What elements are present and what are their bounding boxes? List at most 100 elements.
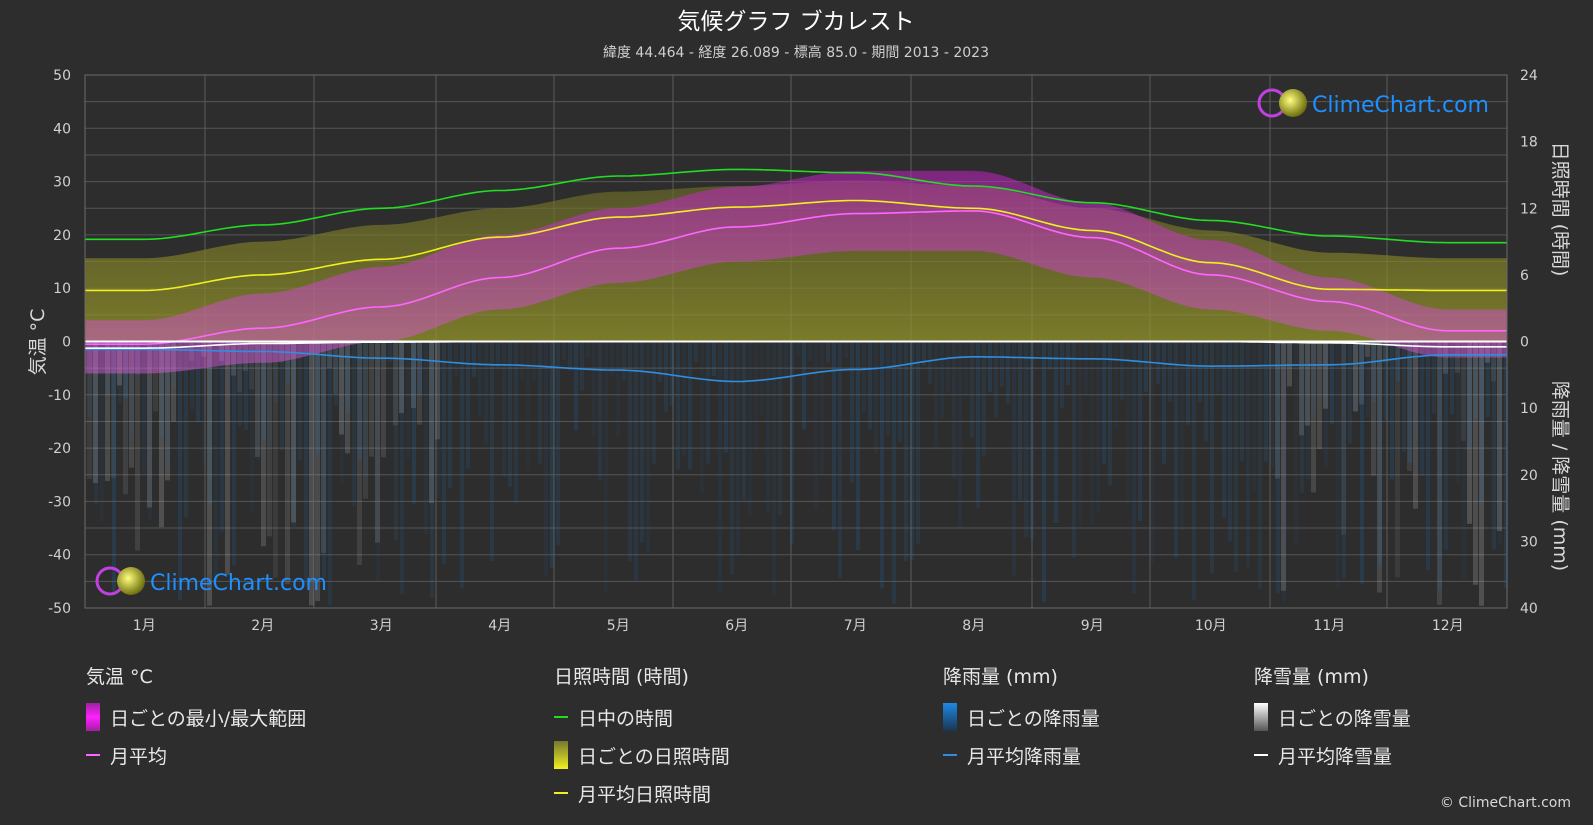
rain-bar (1300, 341, 1304, 493)
rain-bar (310, 341, 314, 467)
legend-item-rain-mean: 月平均降雨量 (943, 736, 1100, 774)
rain-bar (784, 341, 788, 379)
rain-bar (1366, 341, 1370, 419)
rain-bar (448, 341, 452, 489)
rain-bar (286, 341, 290, 386)
daily-sunshine-swatch (554, 741, 568, 769)
rain-bar (1216, 341, 1220, 395)
snow-bar (339, 341, 344, 435)
snow-bar (1281, 341, 1286, 591)
y-right-bottom-tick-label: 10 (1520, 401, 1538, 417)
legend-heading: 降雪量 (mm) (1254, 666, 1369, 688)
rain-bar (562, 341, 566, 360)
brand-logo-top[interactable]: ClimeChart.com (1257, 88, 1489, 118)
y-left-tick-label: 10 (53, 281, 71, 297)
rain-bar (976, 341, 980, 508)
rain-bar (598, 341, 602, 481)
y-right-top-tick-label: 6 (1520, 268, 1529, 284)
chart-title: 気候グラフ ブカレスト (677, 9, 914, 35)
rain-bar (1414, 341, 1418, 443)
temp-mean-line (85, 210, 1507, 345)
rain-bar (676, 341, 680, 470)
daylight-line (85, 168, 1507, 244)
logo-sun-icon (117, 567, 145, 595)
snow-bar (207, 341, 212, 606)
rain-bar (736, 341, 740, 556)
rain-bar (688, 341, 692, 469)
rain-bar (958, 341, 962, 529)
temp-range-swatch (86, 703, 100, 731)
snow-bar (87, 341, 92, 479)
rain-bar (898, 341, 902, 443)
snow-bar (237, 341, 242, 392)
rain-bar (778, 341, 782, 516)
rain-bar (370, 341, 374, 362)
snow-bar (1353, 341, 1358, 412)
rain-bar (1048, 341, 1052, 370)
rain-bar (472, 341, 476, 377)
daily-rain-swatch (943, 703, 957, 731)
y-left-tick-label: -10 (48, 388, 71, 404)
snow-bar (147, 341, 152, 508)
snow-bar (309, 341, 314, 606)
rain-bar (1120, 341, 1124, 401)
rain-bar (442, 341, 446, 564)
rain-bar (1390, 341, 1394, 480)
rain-bar (1324, 341, 1328, 467)
legend-temperature: 気温 °C 日ごとの最小/最大範囲 月平均 (86, 662, 306, 774)
rain-bar (256, 341, 260, 460)
rain-bar (880, 341, 884, 589)
legend-label: 月平均降雨量 (967, 745, 1082, 768)
snow-bar (1371, 341, 1376, 476)
rain-bar (1444, 341, 1448, 550)
daylight-swatch (554, 716, 568, 718)
legend-label: 月平均降雪量 (1278, 745, 1393, 768)
rain-bar (1042, 341, 1046, 603)
x-tick-label: 8月 (962, 618, 985, 634)
rain-bar (178, 341, 182, 600)
rain-bar (604, 341, 608, 594)
snow-bar (285, 341, 290, 585)
rain-bar (430, 341, 434, 599)
rain-bar (1162, 341, 1166, 464)
rain-bar (1246, 341, 1250, 568)
legend-item-daylight: 日中の時間 (554, 698, 730, 736)
snow-bar (159, 341, 164, 528)
rain-bar (802, 341, 806, 430)
legend-label: 日中の時間 (578, 707, 674, 730)
rain-bar (616, 341, 620, 439)
rain-bar (658, 341, 662, 382)
rain-bar (772, 341, 776, 596)
rain-bar (1174, 341, 1178, 558)
legend-sunshine: 日照時間 (時間) 日中の時間 日ごとの日照時間 月平均日照時間 (554, 662, 730, 812)
snow-bar (111, 341, 116, 479)
rain-bar (520, 341, 524, 379)
rain-bar (1468, 341, 1472, 448)
rain-bar (610, 341, 614, 376)
legend-label: 日ごとの日照時間 (578, 745, 730, 768)
snow-bar (1473, 341, 1478, 585)
rain-bar (484, 341, 488, 444)
snow-bar (165, 341, 170, 481)
snow-bar (225, 341, 230, 575)
rain-bar (412, 341, 416, 504)
rain-bar (1066, 341, 1070, 386)
rain-bar (250, 341, 254, 513)
rain-bar (670, 341, 674, 406)
rain-bar (622, 341, 626, 381)
brand-logo-bottom[interactable]: ClimeChart.com (95, 566, 327, 596)
rain-bar (1432, 341, 1436, 414)
rain-bar (1000, 341, 1004, 387)
snow-bar (135, 341, 140, 551)
rain-bar (970, 341, 974, 438)
rain-bar (1354, 341, 1358, 412)
legend-item-temp-range: 日ごとの最小/最大範囲 (86, 698, 306, 736)
temperature-range-area (85, 170, 1507, 374)
rain-bar (586, 341, 590, 359)
snow-bar (417, 341, 422, 425)
rain-bar (1252, 341, 1256, 491)
rain-bar (760, 341, 764, 416)
rain-bar (328, 341, 332, 606)
rain-bar (454, 341, 458, 377)
rain-bar (1498, 341, 1502, 544)
